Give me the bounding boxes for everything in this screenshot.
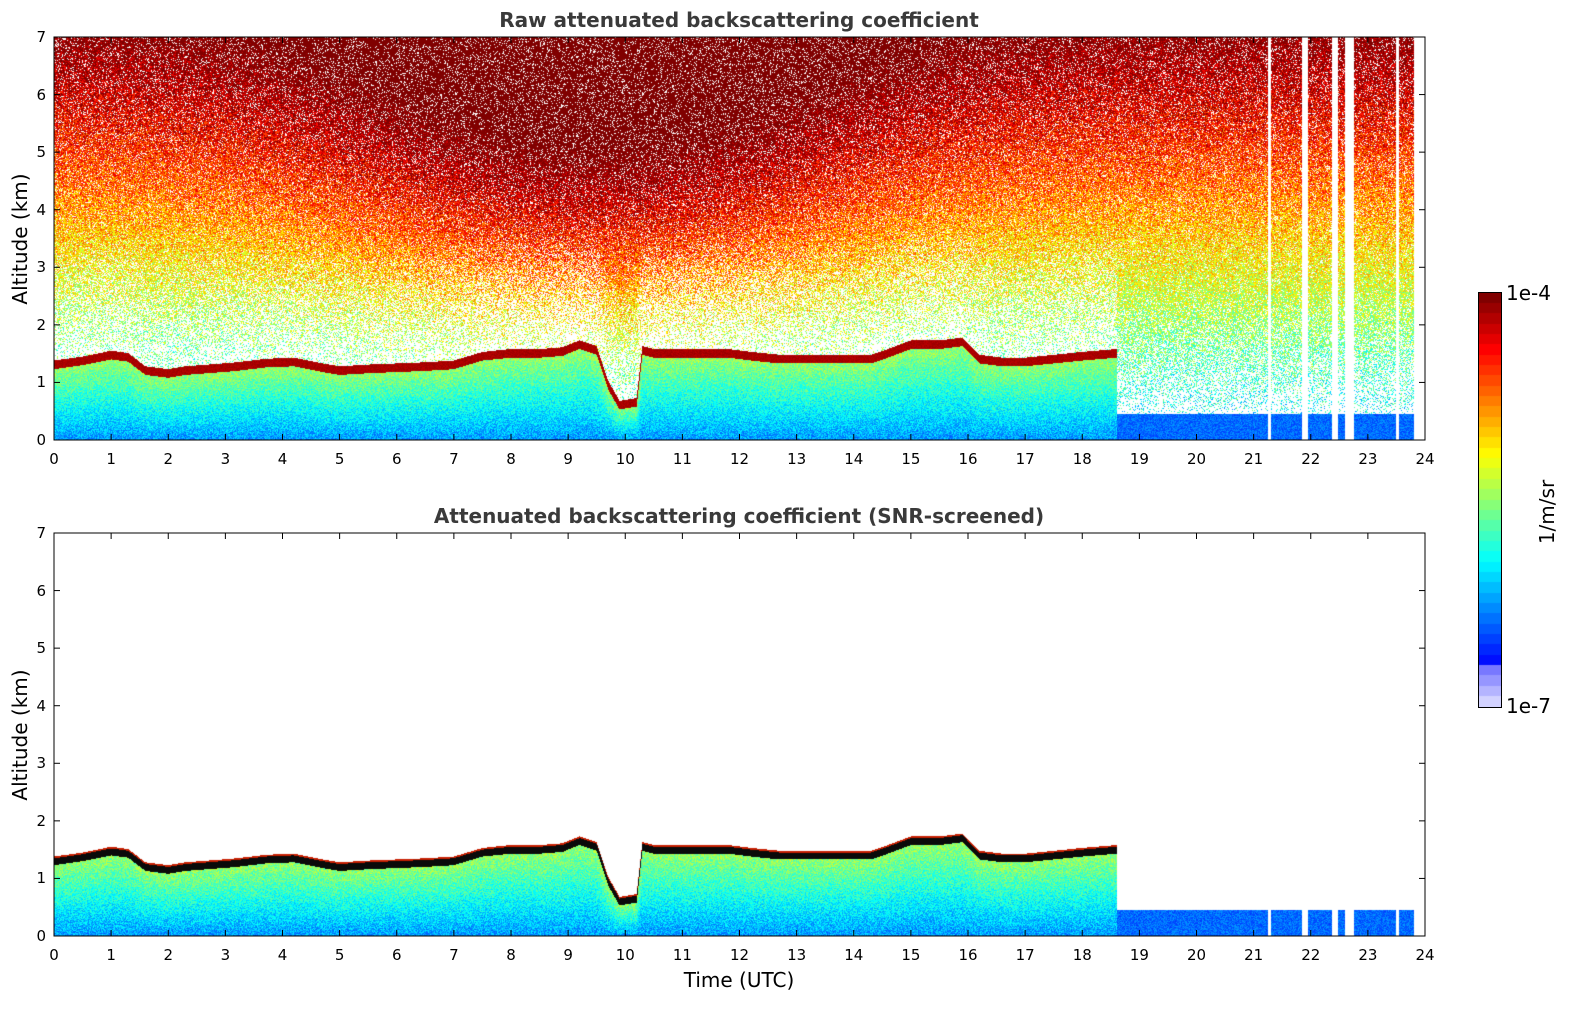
panel2-xtick-label: 17 — [1015, 946, 1035, 964]
panel1-xtick-label: 21 — [1244, 450, 1264, 468]
panel2-xtick-label: 5 — [334, 946, 345, 964]
panel1-ytick-label: 0 — [36, 431, 46, 449]
panel2-xtick-label: 0 — [49, 946, 59, 964]
panel2-ytick-label: 0 — [36, 927, 46, 945]
panel2-title: Attenuated backscattering coefficient (S… — [433, 504, 1045, 528]
panel2-ytick-label: 4 — [36, 696, 46, 715]
panel1-xtick-label: 13 — [787, 450, 807, 468]
panel1-xtick-label: 15 — [901, 450, 921, 468]
panel2-xtick-label: 6 — [391, 946, 402, 964]
panel2-xtick-label: 16 — [958, 946, 978, 964]
panel2-xtick-label: 13 — [787, 946, 807, 964]
panel1-xtick-label: 16 — [958, 450, 978, 468]
panel1-heatmap — [54, 37, 1425, 440]
panel2-xtick-label: 2 — [163, 946, 174, 964]
panel2-xtick-label: 10 — [615, 946, 635, 964]
panel2-ylabel: Altitude (km) — [8, 669, 32, 801]
panel1-xtick-label: 5 — [334, 450, 345, 468]
panel2-ytick-label: 1 — [36, 869, 46, 888]
colorbar — [1478, 292, 1502, 708]
panel1-ytick-label: 2 — [36, 315, 46, 334]
panel2-xtick-label: 1 — [106, 946, 116, 964]
panel1-xtick-label: 22 — [1301, 450, 1321, 468]
panel2-xlabel: Time (UTC) — [683, 968, 795, 992]
panel2-heatmap — [54, 533, 1425, 936]
colorbar-min-label: 1e-7 — [1506, 694, 1551, 718]
panel1-xtick-label: 8 — [506, 450, 516, 468]
panel1-xtick-label: 3 — [220, 450, 231, 468]
panel1-xtick-label: 20 — [1186, 450, 1207, 468]
panel2-ytick-label: 2 — [36, 811, 46, 830]
panel1-xtick-label: 4 — [277, 450, 288, 468]
panel1-xtick-label: 0 — [49, 450, 59, 468]
panel1-ytick-label: 3 — [36, 258, 46, 277]
panel1-xtick-label: 1 — [106, 450, 116, 468]
panel1-ylabel: Altitude (km) — [8, 173, 32, 305]
panel1-ytick-label: 6 — [36, 85, 46, 104]
panel1-ytick-label: 7 — [36, 28, 46, 46]
panel2-ytick-label: 7 — [36, 524, 46, 542]
panel1-xtick-label: 24 — [1415, 450, 1435, 468]
panel2-ytick-label: 3 — [36, 754, 46, 773]
panel2-ytick-label: 5 — [36, 639, 46, 658]
panel2-xtick-label: 7 — [449, 946, 459, 964]
panel1-xtick-label: 19 — [1129, 450, 1149, 468]
panel1-xtick-label: 9 — [563, 450, 573, 468]
panel2-xtick-label: 20 — [1186, 946, 1207, 964]
panel1-xtick-label: 11 — [672, 450, 692, 468]
panel1-xtick-label: 18 — [1072, 450, 1092, 468]
panel1-xtick-label: 7 — [449, 450, 459, 468]
panel1-xtick-label: 17 — [1015, 450, 1035, 468]
panel2-xtick-label: 11 — [672, 946, 692, 964]
panel2-xtick-label: 19 — [1129, 946, 1149, 964]
panel1-ytick-label: 5 — [36, 143, 46, 162]
panel1-xtick-label: 14 — [844, 450, 864, 468]
panel2-xtick-label: 22 — [1301, 946, 1321, 964]
panel2-ytick-label: 6 — [36, 581, 46, 600]
panel2-xtick-label: 4 — [277, 946, 288, 964]
panel1-xtick-label: 2 — [163, 450, 174, 468]
panel1-ytick-label: 1 — [36, 373, 46, 392]
panel2-xtick-label: 12 — [729, 946, 750, 964]
panel2-xtick-label: 9 — [563, 946, 573, 964]
colorbar-max-label: 1e-4 — [1506, 281, 1551, 305]
panel1-title: Raw attenuated backscattering coefficien… — [499, 8, 979, 32]
colorbar-unit-label: 1/m/sr — [1535, 479, 1559, 545]
panel2-xtick-label: 18 — [1072, 946, 1092, 964]
panel1-xtick-label: 10 — [615, 450, 635, 468]
panel1-xtick-label: 6 — [391, 450, 402, 468]
panel2-xtick-label: 21 — [1244, 946, 1264, 964]
panel2-xtick-label: 24 — [1415, 946, 1435, 964]
panel2-xtick-label: 8 — [506, 946, 516, 964]
panel2-xtick-label: 14 — [844, 946, 864, 964]
panel2-xtick-label: 15 — [901, 946, 921, 964]
panel1-xtick-label: 12 — [729, 450, 750, 468]
panel2-xtick-label: 23 — [1358, 946, 1378, 964]
panel1-xtick-label: 23 — [1358, 450, 1378, 468]
panel2-xtick-label: 3 — [220, 946, 231, 964]
panel1-ytick-label: 4 — [36, 200, 46, 219]
